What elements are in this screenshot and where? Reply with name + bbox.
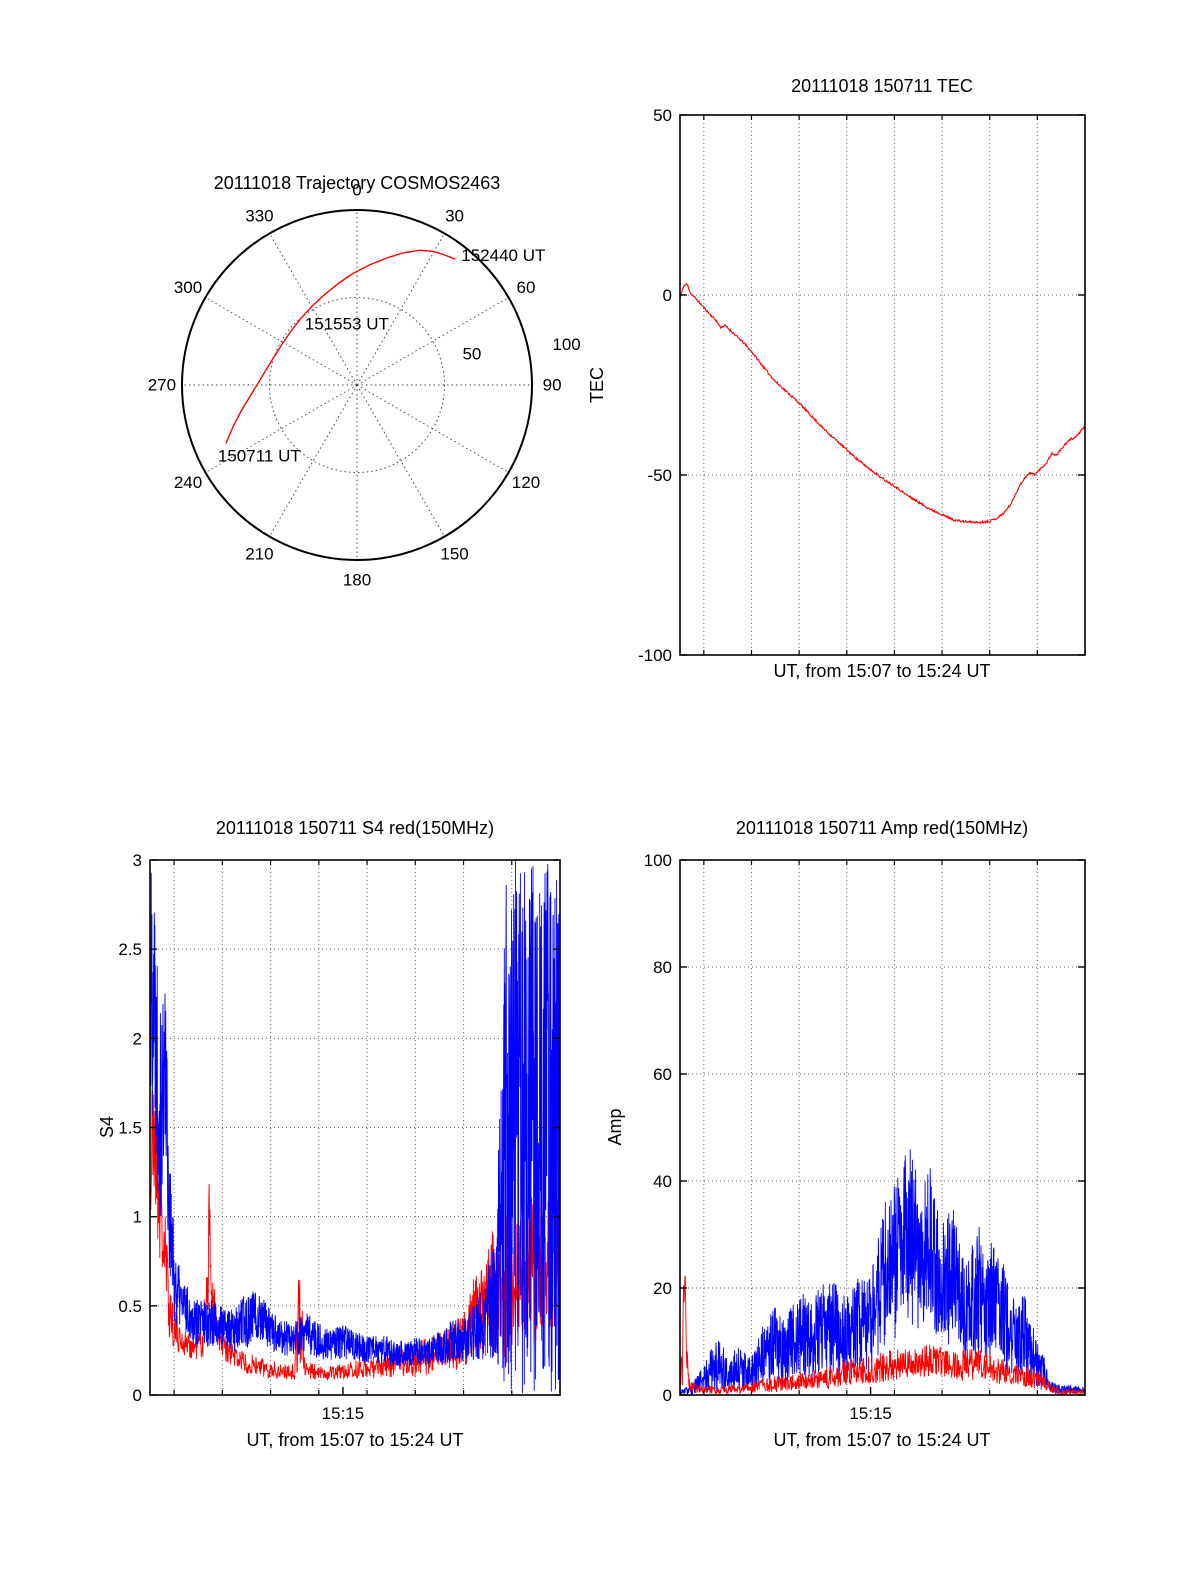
tec-chart: 50 0 -50 -100: [638, 106, 1086, 665]
s4-y-tick-label: 2: [133, 1029, 142, 1048]
polar-outer-circle: [181, 209, 533, 561]
trajectory-annotation: 151553 UT: [305, 314, 389, 333]
s4-x-axis-label: UT, from 15:07 to 15:24 UT: [246, 1430, 464, 1450]
s4-y-tick-label: 1: [133, 1208, 142, 1227]
amp-y-tick-label: 0: [663, 1386, 672, 1405]
s4-y-tick-label: 2.5: [118, 940, 142, 959]
azimuth-tick-label: 150: [440, 544, 468, 563]
trajectory-annotation: 150711 UT: [218, 446, 301, 465]
tec-plot-title: 20111018 150711 TEC: [791, 76, 973, 96]
s4-y-tick-label: 3: [133, 851, 142, 870]
azimuth-tick-label: 30: [445, 207, 464, 226]
s4-x-tick-label: 15:15: [322, 1404, 365, 1423]
azimuth-tick-label: 90: [543, 376, 562, 395]
amp-series-amp-blue: [680, 1149, 1085, 1395]
s4-series-s4-blue: [150, 860, 560, 1394]
azimuth-tick-label: 120: [512, 473, 540, 492]
amp-y-tick-label: 40: [653, 1172, 672, 1191]
tec-y-tick-label: -50: [647, 466, 672, 485]
amp-axes-frame: [679, 859, 1086, 1396]
amp-y-tick-label: 80: [653, 958, 672, 977]
s4-chart: 3 2.5 2 1.5 1 0.5 0 15:15: [118, 851, 561, 1423]
amp-series-amp-red-150mhz: [680, 1275, 1085, 1395]
s4-axes-frame: [149, 859, 561, 1396]
radial-tick-label: 50: [462, 345, 481, 364]
azimuth-tick-label: 300: [174, 278, 202, 297]
amp-x-tick-label: 15:15: [849, 1404, 892, 1423]
s4-y-tick-label: 0.5: [118, 1297, 142, 1316]
tec-x-axis-label: UT, from 15:07 to 15:24 UT: [773, 661, 991, 681]
tec-axes-frame: [679, 114, 1086, 656]
tec-y-tick-label: -100: [638, 646, 672, 665]
azimuth-tick-label: 270: [148, 376, 176, 395]
tec-y-tick-label: 0: [663, 286, 672, 305]
azimuth-tick-label: 240: [174, 473, 202, 492]
s4-y-tick-label: 0: [133, 1386, 142, 1405]
amp-y-tick-label: 60: [653, 1065, 672, 1084]
azimuth-tick-label: 210: [245, 544, 273, 563]
trajectory-polar-plot: 0 30 60 90 120 150 180 210 240 270 300 330 50 100 1507…: [148, 180, 581, 589]
tec-series-tec-red: [680, 282, 1085, 525]
polar-plot-title: 20111018 Trajectory COSMOS2463: [213, 173, 501, 193]
amp-plot-title: 20111018 150711 Amp red(150MHz): [735, 818, 1029, 838]
azimuth-tick-label: 330: [245, 207, 273, 226]
amp-x-axis-label: UT, from 15:07 to 15:24 UT: [773, 1430, 991, 1450]
amp-y-tick-label: 100: [644, 851, 672, 870]
azimuth-tick-label: 0: [352, 180, 361, 199]
azimuth-tick-label: 60: [517, 278, 536, 297]
tec-y-tick-label: 50: [653, 106, 672, 125]
azimuth-tick-label: 180: [343, 571, 371, 590]
trajectory-annotation: 152440 UT: [461, 246, 545, 265]
trajectory-line: [225, 249, 456, 444]
amp-chart: 100 80 60 40 20 0 15:15: [644, 851, 1086, 1423]
amp-y-tick-label: 20: [653, 1279, 672, 1298]
radial-tick-label: 100: [552, 335, 580, 354]
s4-y-tick-label: 1.5: [118, 1119, 142, 1138]
s4-plot-title: 20111018 150711 S4 red(150MHz): [215, 818, 495, 838]
